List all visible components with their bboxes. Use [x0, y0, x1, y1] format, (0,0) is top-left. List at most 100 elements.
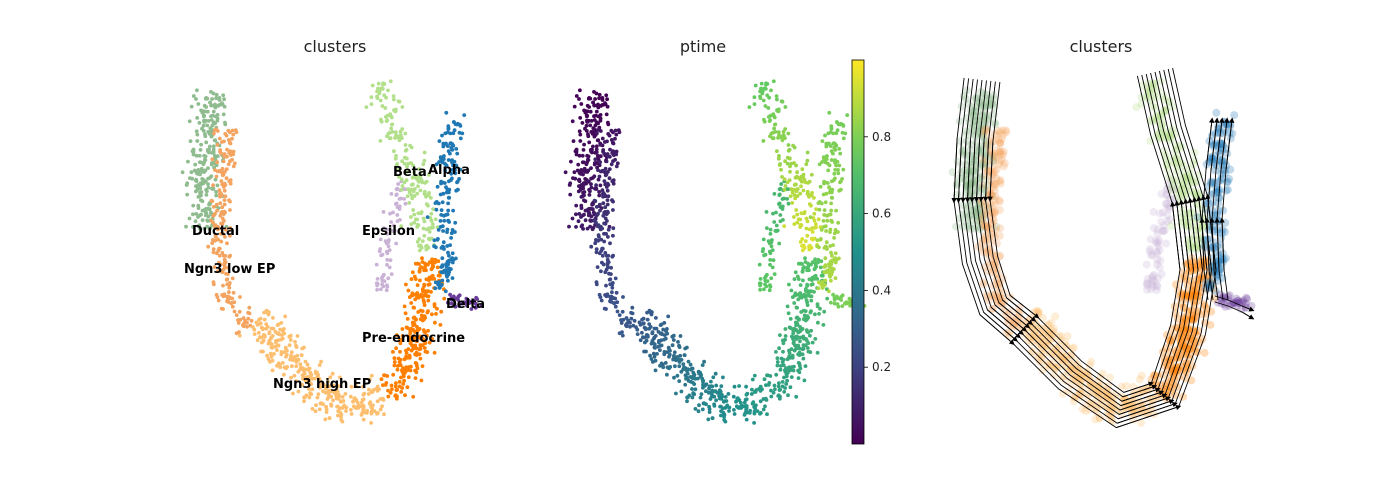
cell-point: [764, 210, 769, 214]
cell-point: [778, 219, 783, 224]
cell-point: [996, 147, 1004, 156]
cell-point: [191, 147, 196, 152]
cell-point: [1213, 228, 1221, 237]
cell-point: [208, 100, 213, 105]
cell-point: [761, 237, 766, 242]
cell-point: [321, 402, 325, 407]
cell-point: [985, 189, 994, 198]
cell-point: [704, 389, 708, 394]
cell-point: [601, 148, 606, 152]
cell-point: [747, 411, 752, 415]
cell-point: [180, 170, 185, 175]
cell-point: [222, 202, 227, 207]
cell-point: [451, 208, 455, 213]
cell-point: [667, 354, 671, 359]
cell-point: [971, 152, 980, 161]
cell-point: [1182, 315, 1190, 324]
cell-point: [589, 185, 594, 190]
cell-point: [652, 354, 657, 359]
cell-point: [600, 253, 605, 258]
cell-point: [659, 322, 664, 327]
cell-point: [588, 123, 593, 128]
cell-point: [585, 118, 589, 123]
cell-point: [797, 346, 802, 351]
cell-point: [805, 219, 810, 224]
cell-point: [242, 321, 246, 326]
cell-point: [1053, 362, 1062, 371]
cell-point: [417, 167, 422, 172]
cell-point: [432, 238, 437, 243]
cell-point: [776, 156, 781, 161]
cell-point: [388, 211, 392, 216]
cell-point: [763, 276, 767, 280]
cell-point: [583, 208, 588, 213]
cell-point: [804, 216, 809, 221]
cell-point: [992, 275, 1001, 284]
cell-point: [665, 327, 669, 331]
cell-point: [392, 360, 397, 364]
cell-point: [344, 409, 348, 413]
cell-point: [195, 187, 200, 192]
cell-point: [693, 387, 698, 392]
cell-point: [433, 217, 438, 222]
cell-point: [837, 163, 842, 168]
cell-point: [336, 409, 340, 413]
cell-point: [980, 136, 989, 145]
cell-point: [692, 372, 697, 377]
cell-point: [798, 240, 803, 244]
cell-point: [989, 156, 998, 165]
cell-point: [1070, 367, 1078, 376]
cell-point: [580, 223, 585, 228]
cell-point: [803, 239, 808, 244]
cell-point: [298, 362, 303, 366]
cell-point: [212, 265, 217, 269]
cell-point: [1162, 199, 1171, 208]
cell-point: [1039, 324, 1048, 333]
cell-point: [578, 132, 583, 137]
cell-point: [1130, 389, 1139, 398]
cell-point: [995, 177, 1004, 186]
cell-point: [970, 168, 979, 176]
cell-point: [998, 126, 1007, 135]
cell-point: [606, 227, 611, 232]
cell-point: [379, 119, 384, 124]
cell-point: [376, 86, 380, 91]
cell-point: [766, 115, 771, 119]
cell-point: [386, 244, 391, 249]
cell-point: [821, 155, 826, 160]
cell-point: [831, 141, 836, 146]
cell-point: [1045, 360, 1054, 369]
cell-point: [836, 230, 840, 234]
cell-point: [221, 283, 225, 288]
cell-point: [1170, 159, 1179, 168]
cell-point: [1147, 274, 1156, 282]
cell-point: [831, 292, 835, 297]
cell-point: [247, 305, 252, 310]
cell-point: [1146, 245, 1155, 253]
cell-point: [1157, 218, 1166, 226]
cell-point: [206, 244, 211, 249]
cell-point: [375, 277, 380, 281]
cell-point: [219, 231, 223, 236]
cell-point: [1064, 355, 1073, 364]
cell-point: [977, 172, 986, 181]
cell-point: [412, 305, 416, 310]
cell-point: [396, 167, 400, 172]
cell-point: [1205, 276, 1214, 285]
cell-point: [771, 390, 776, 395]
cell-point: [987, 177, 996, 186]
cell-point: [993, 145, 1001, 154]
cell-point: [409, 183, 414, 187]
cell-point: [326, 384, 331, 389]
cell-point: [385, 232, 390, 236]
cell-point: [379, 377, 384, 382]
cell-point: [655, 352, 659, 356]
cell-point: [283, 314, 288, 319]
cell-point: [581, 160, 586, 165]
cell-point: [1148, 280, 1157, 289]
cell-point: [1078, 404, 1087, 413]
cell-point: [1064, 387, 1073, 396]
cell-point: [809, 309, 813, 313]
cell-point: [955, 117, 964, 126]
cell-point: [349, 408, 353, 412]
